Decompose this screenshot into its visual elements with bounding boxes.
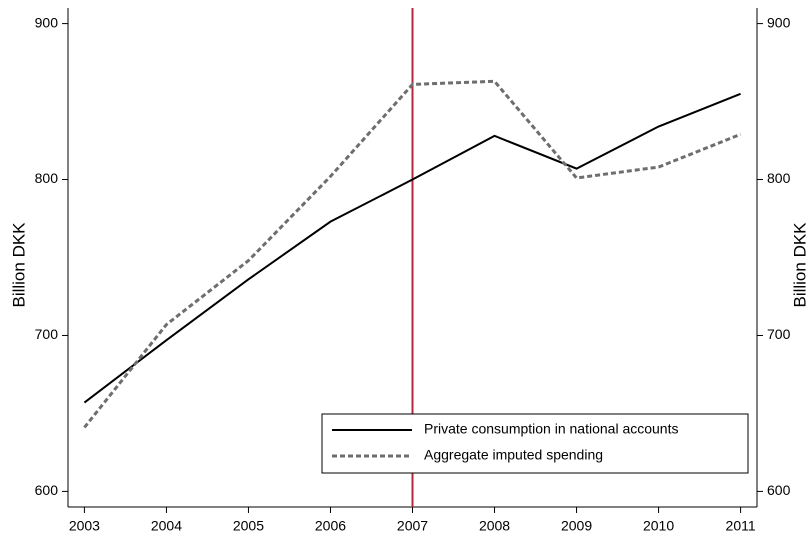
line-series [83, 79, 742, 429]
x-tick-label: 2006 [315, 518, 346, 534]
legend-label: Aggregate imputed spending [424, 447, 603, 463]
x-tick-label: 2009 [561, 518, 592, 534]
x-tick-label: 2007 [397, 518, 428, 534]
y2-tick-label: 600 [767, 482, 791, 498]
y-tick-label: 800 [35, 170, 59, 186]
line-series [83, 92, 741, 404]
x-tick-label: 2010 [643, 518, 674, 534]
y-tick-label: 900 [35, 14, 59, 30]
y-tick-label: 600 [35, 482, 59, 498]
y-axis-label: Billion DKK [9, 222, 28, 308]
y2-tick-label: 700 [767, 326, 791, 342]
y2-tick-label: 800 [767, 170, 791, 186]
x-tick-label: 2005 [233, 518, 264, 534]
legend-label: Private consumption in national accounts [424, 421, 678, 437]
x-tick-label: 2004 [151, 518, 182, 534]
y2-tick-label: 900 [767, 14, 791, 30]
y-tick-label: 700 [35, 326, 59, 342]
x-tick-label: 2003 [69, 518, 100, 534]
legend-box [321, 413, 749, 474]
y2-axis-label: Billion DKK [790, 222, 809, 308]
x-tick-label: 2008 [479, 518, 510, 534]
x-tick-label: 2011 [726, 518, 756, 534]
